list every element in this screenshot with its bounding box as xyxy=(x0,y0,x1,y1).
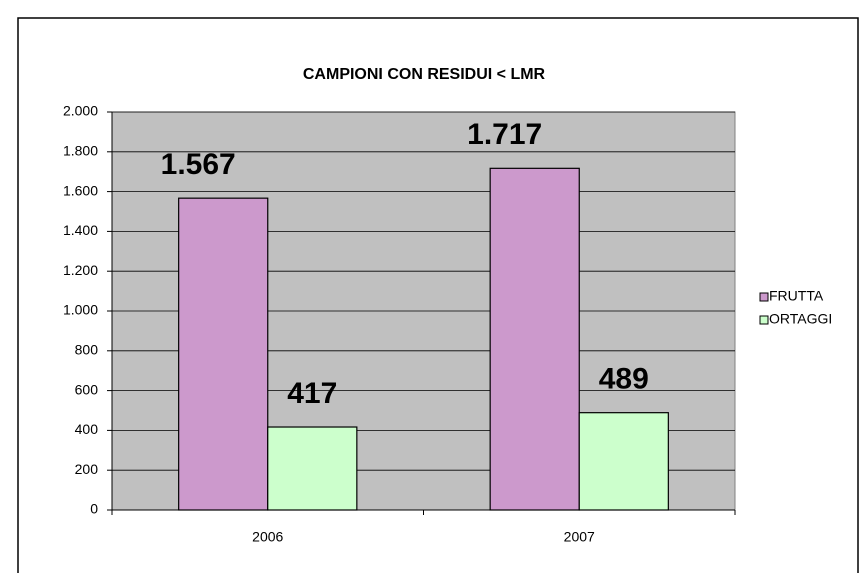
bar xyxy=(267,426,358,511)
y-tick-label: 400 xyxy=(75,421,99,437)
x-tick-label: 2006 xyxy=(252,529,283,545)
legend-swatch xyxy=(759,315,769,325)
y-tick-label: 1.800 xyxy=(63,143,98,159)
y-tick-label: 600 xyxy=(75,381,99,397)
legend-swatch xyxy=(759,292,769,302)
y-tick-label: 800 xyxy=(75,342,99,358)
chart-title: CAMPIONI CON RESIDUI < LMR xyxy=(303,66,546,83)
y-tick-label: 1.200 xyxy=(63,262,98,278)
y-tick-label: 1.000 xyxy=(63,302,98,318)
y-tick-label: 2.000 xyxy=(63,103,98,119)
x-tick-label: 2007 xyxy=(564,529,595,545)
bar xyxy=(178,197,269,511)
y-tick-label: 1.600 xyxy=(63,182,98,198)
value-label: 1.717 xyxy=(467,118,542,151)
bar xyxy=(489,167,580,511)
bar xyxy=(578,412,669,511)
value-label: 489 xyxy=(599,363,649,396)
y-tick-label: 1.400 xyxy=(63,222,98,238)
legend-label: FRUTTA xyxy=(769,288,824,304)
value-label: 417 xyxy=(287,377,337,410)
y-tick-label: 200 xyxy=(75,461,99,477)
legend-label: ORTAGGI xyxy=(769,311,832,327)
y-tick-label: 0 xyxy=(90,501,98,517)
value-label: 1.567 xyxy=(161,148,236,181)
chart-frame xyxy=(17,17,859,573)
